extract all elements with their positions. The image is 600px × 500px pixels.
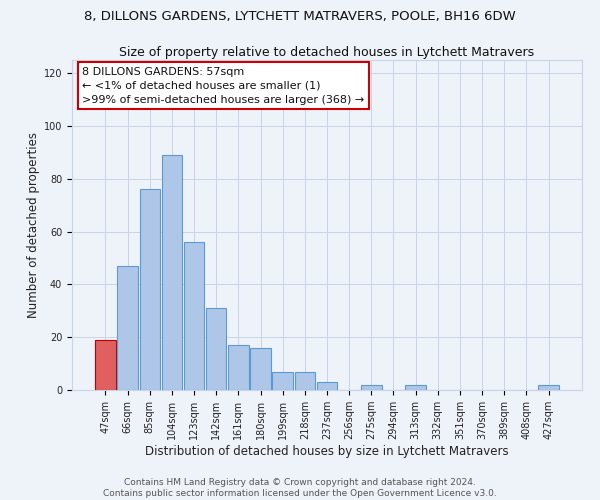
Bar xyxy=(206,308,226,390)
Bar xyxy=(361,384,382,390)
Title: Size of property relative to detached houses in Lytchett Matravers: Size of property relative to detached ho… xyxy=(119,46,535,59)
Bar xyxy=(272,372,293,390)
Bar xyxy=(95,340,116,390)
Bar xyxy=(538,384,559,390)
Bar xyxy=(140,190,160,390)
Text: 8, DILLONS GARDENS, LYTCHETT MATRAVERS, POOLE, BH16 6DW: 8, DILLONS GARDENS, LYTCHETT MATRAVERS, … xyxy=(84,10,516,23)
Bar xyxy=(118,266,138,390)
Bar xyxy=(184,242,204,390)
Text: Contains HM Land Registry data © Crown copyright and database right 2024.
Contai: Contains HM Land Registry data © Crown c… xyxy=(103,478,497,498)
Text: 8 DILLONS GARDENS: 57sqm
← <1% of detached houses are smaller (1)
>99% of semi-d: 8 DILLONS GARDENS: 57sqm ← <1% of detach… xyxy=(82,66,364,104)
Bar xyxy=(228,345,248,390)
Bar xyxy=(317,382,337,390)
Bar xyxy=(295,372,315,390)
Bar xyxy=(161,155,182,390)
Bar xyxy=(406,384,426,390)
Y-axis label: Number of detached properties: Number of detached properties xyxy=(26,132,40,318)
Bar xyxy=(250,348,271,390)
X-axis label: Distribution of detached houses by size in Lytchett Matravers: Distribution of detached houses by size … xyxy=(145,445,509,458)
